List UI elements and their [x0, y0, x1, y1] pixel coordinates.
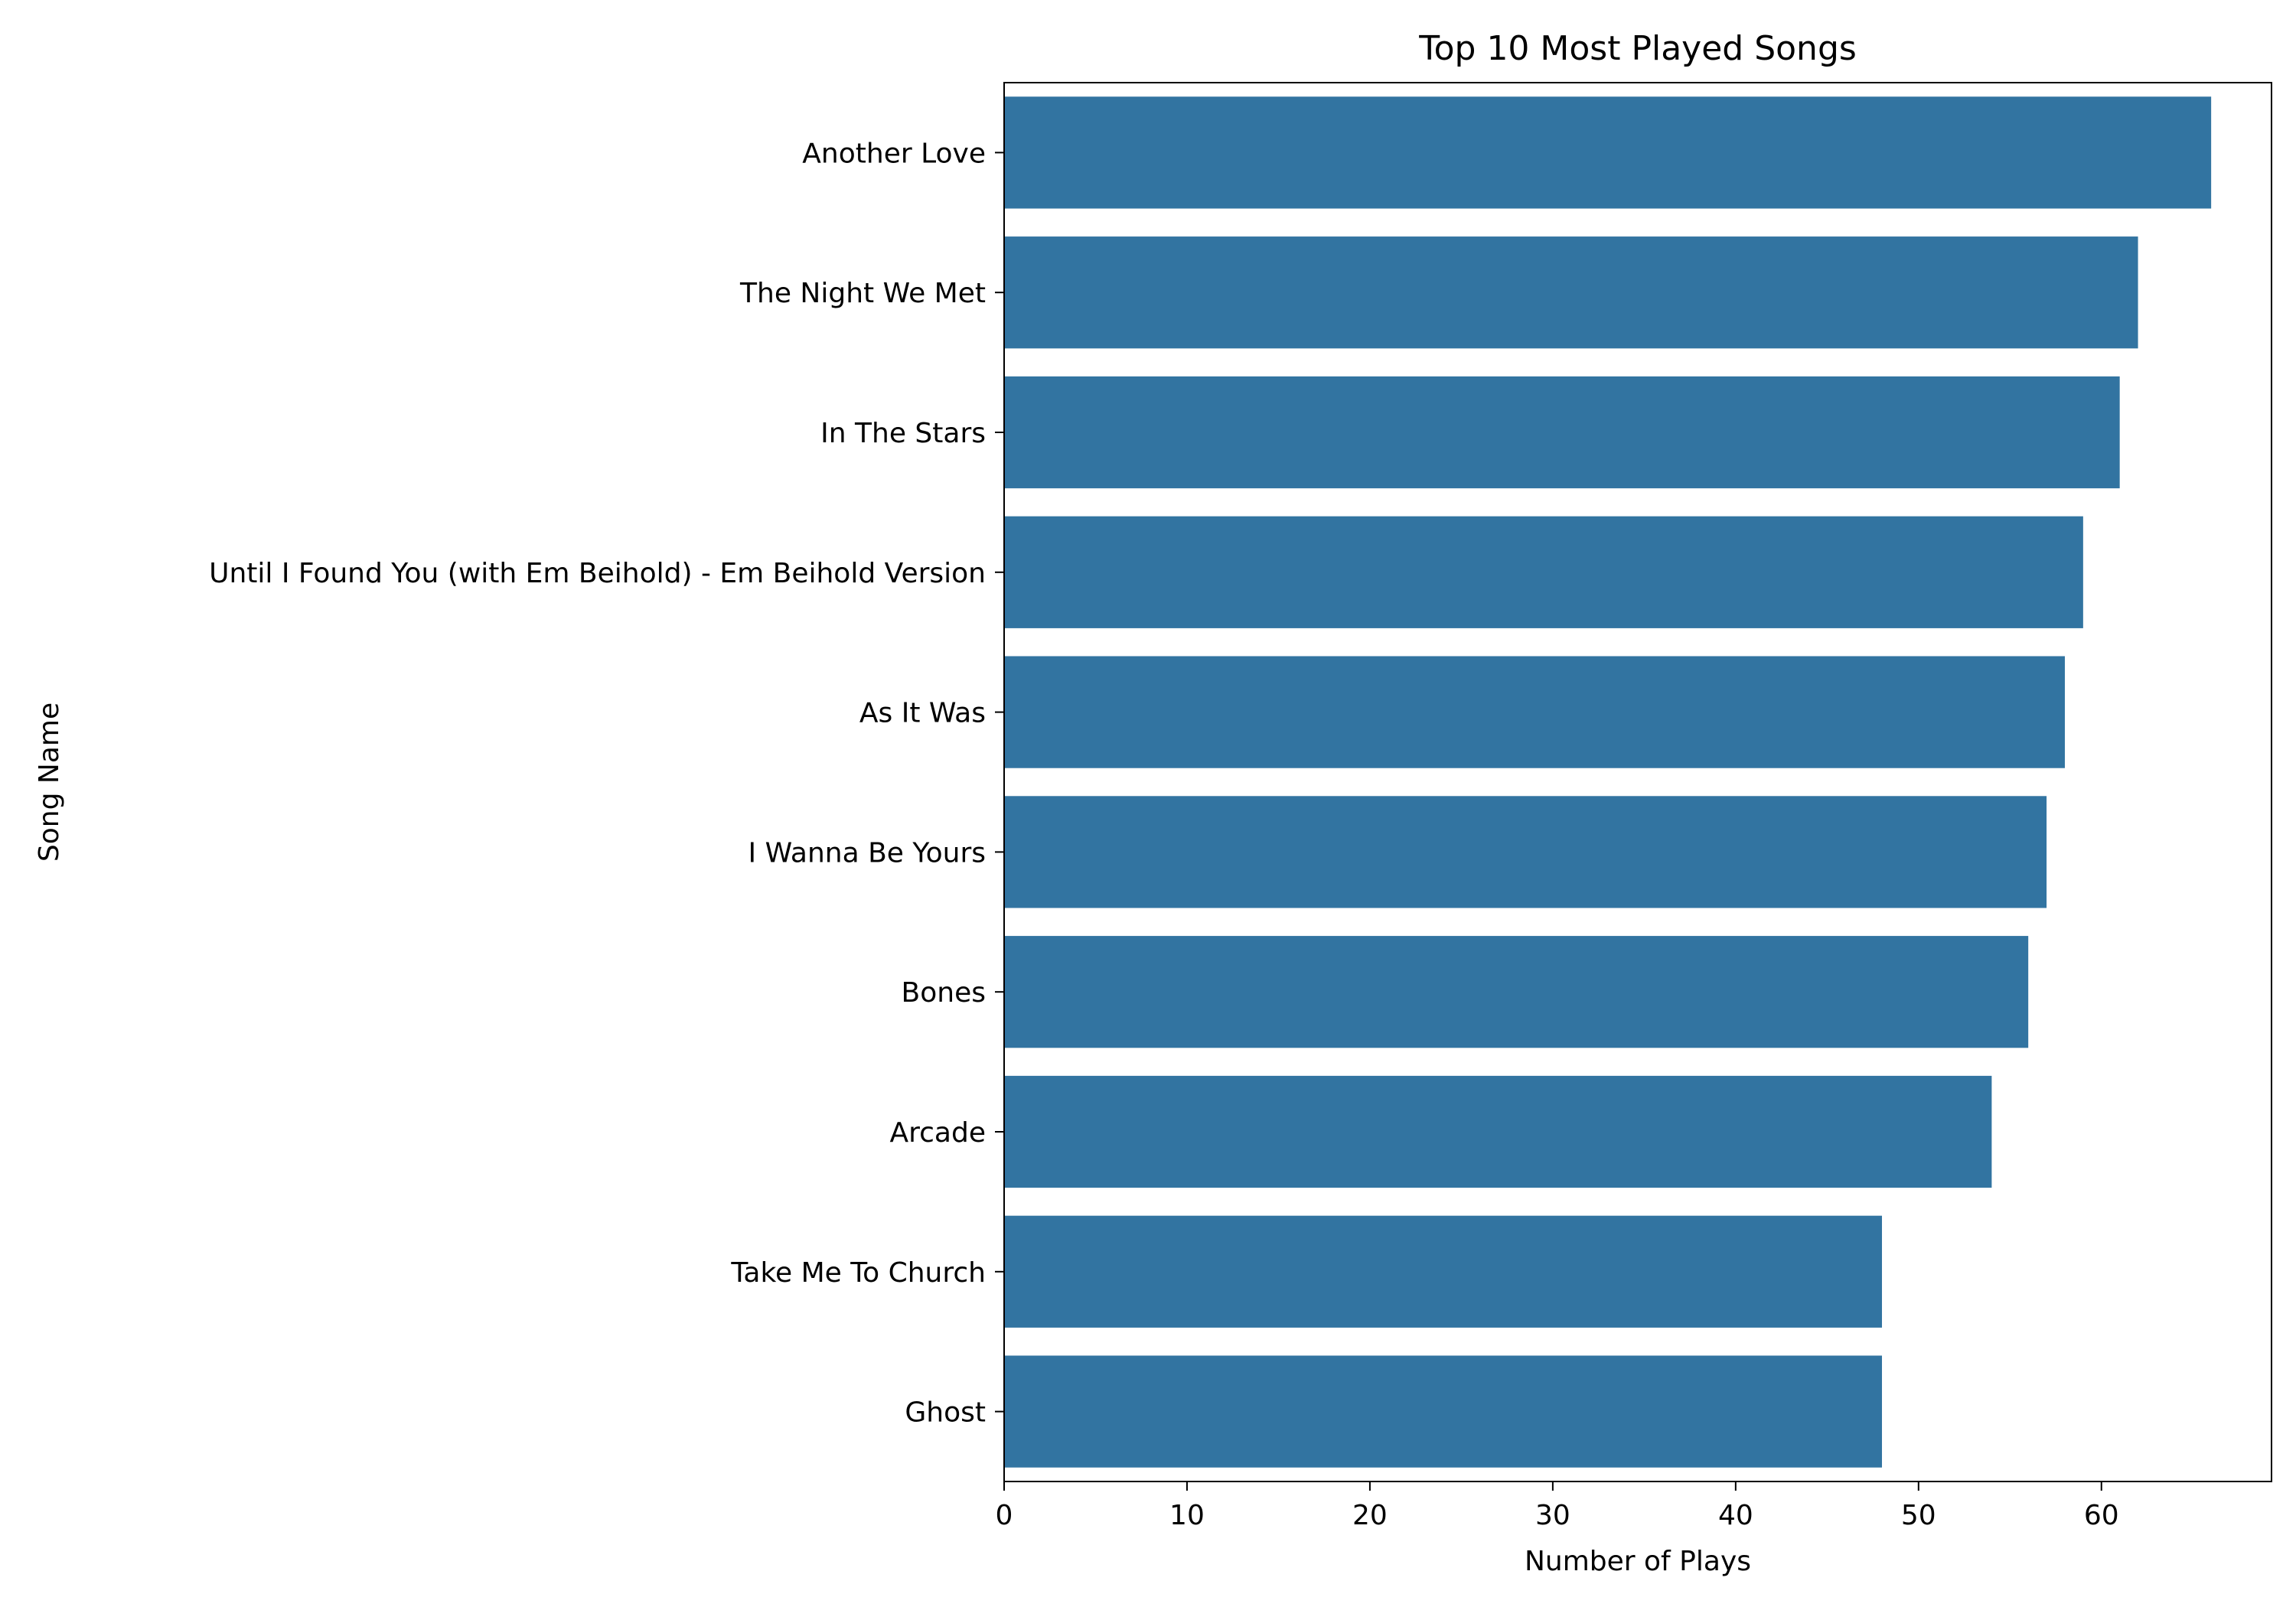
x-tick-label: 0: [996, 1500, 1013, 1531]
bar: [1004, 236, 2138, 349]
plot-frame: [1003, 82, 2272, 1482]
y-tick-label: Take Me To Church: [730, 1257, 986, 1289]
y-tick-label: The Night We Met: [739, 278, 986, 309]
x-tick-label: 40: [1718, 1500, 1753, 1531]
bars-group: [1004, 96, 2212, 1468]
y-tick-label: As It Was: [859, 698, 986, 729]
x-tick-label: 60: [2084, 1500, 2119, 1531]
y-tick-label: Until I Found You (with Em Beihold) - Em…: [209, 558, 986, 589]
bar: [1004, 656, 2065, 768]
chart-title: Top 10 Most Played Songs: [1418, 29, 1857, 68]
x-tick-label: 20: [1352, 1500, 1388, 1531]
bar: [1004, 1215, 1883, 1328]
bar: [1004, 1355, 1883, 1468]
bar: [1004, 96, 2212, 209]
y-tick-label: Arcade: [890, 1117, 987, 1149]
bar: [1004, 376, 2120, 489]
y-axis-label: Song Name: [34, 702, 65, 862]
x-tick-label: 10: [1169, 1500, 1205, 1531]
x-tick-label: 50: [1901, 1500, 1936, 1531]
bar: [1004, 796, 2047, 908]
x-tick-label: 30: [1535, 1500, 1570, 1531]
y-tick-label: Ghost: [905, 1397, 986, 1429]
bar: [1004, 1075, 1992, 1188]
x-axis-label: Number of Plays: [1525, 1546, 1751, 1577]
y-tick-label: Another Love: [802, 138, 986, 169]
bar: [1004, 936, 2029, 1048]
x-ticks-group: 0 10 20 30 40 50 60: [996, 1482, 2119, 1531]
bar: [1004, 516, 2083, 628]
y-tick-label: I Wanna Be Yours: [748, 837, 986, 869]
y-tick-label: In The Stars: [820, 418, 986, 449]
y-tick-label: Bones: [902, 977, 986, 1009]
y-ticks-group: Another Love The Night We Met In The Stars…: [209, 138, 1004, 1429]
